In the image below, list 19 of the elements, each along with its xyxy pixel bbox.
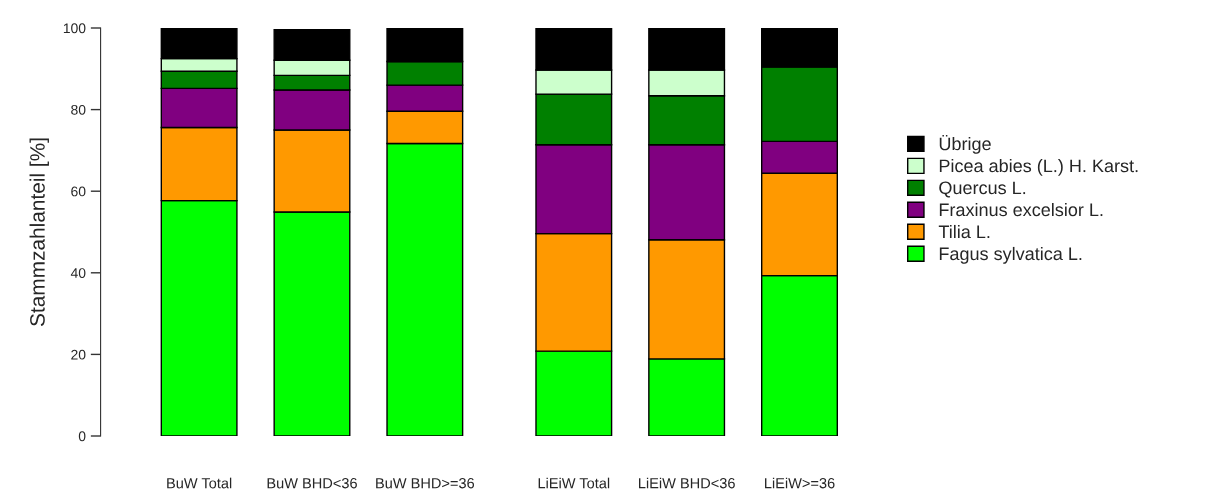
legend-label: Übrige xyxy=(939,134,991,154)
legend-label: Quercus L. xyxy=(939,181,1026,198)
x-tick-label: LiEiW Total xyxy=(538,477,610,489)
legend-label: Fagus sylvatica L. xyxy=(939,246,1082,264)
y-tick-label: 60 xyxy=(71,186,86,197)
y-tick-label: 20 xyxy=(71,349,86,360)
legend-label: Picea abies (L.) H. Karst. xyxy=(939,158,1138,176)
x-tick-label: LiEiW BHD<36 xyxy=(639,477,735,489)
y-tick-label: 0 xyxy=(78,431,86,442)
legend-label: Fraxinus excelsior L. xyxy=(939,202,1103,217)
y-tick-label: 80 xyxy=(71,104,86,115)
y-tick-label: 40 xyxy=(70,268,86,278)
x-tick-label: LiEiW>=36 xyxy=(765,477,835,489)
x-tick-label: BuW BHD>=36 xyxy=(376,478,475,489)
y-axis-title: Stammzahlanteil [%] xyxy=(29,138,49,326)
y-tick-label: 100 xyxy=(63,23,86,34)
x-tick-label: BuW Total xyxy=(167,477,232,489)
x-tick-label: BuW BHD<36 xyxy=(267,478,357,489)
legend-label: Tilia L. xyxy=(938,224,990,239)
